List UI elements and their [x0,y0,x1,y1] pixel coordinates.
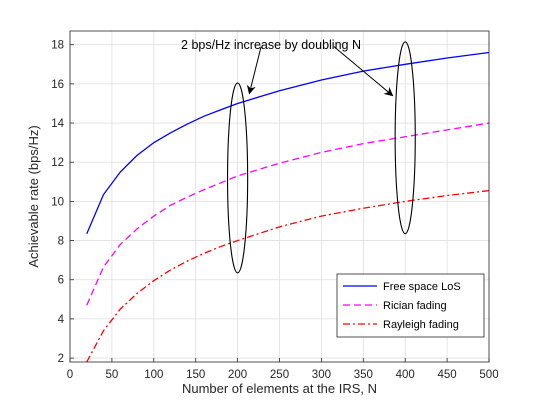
x-tick-label: 500 [479,369,498,381]
x-tick-label: 50 [106,369,119,381]
y-axis-label: Achievable rate (bps/Hz) [26,125,41,267]
x-tick-label: 100 [144,369,163,381]
y-tick-label: 12 [51,157,64,169]
annotation-layer: 2 bps/Hz increase by doubling N [181,38,416,274]
y-tick-label: 10 [51,196,64,208]
x-axis-label: Number of elements at the IRS, N [182,381,377,396]
y-tick-label: 18 [51,40,64,52]
y-tick-label: 14 [51,118,64,130]
y-tick-label: 16 [51,79,64,91]
legend-label-1: Rician fading [383,300,447,312]
y-tick-label: 6 [58,275,64,287]
series-line-0 [86,51,490,234]
x-tick-label: 450 [438,369,457,381]
x-tick-label: 300 [312,369,331,381]
y-tick-label: 4 [58,314,65,326]
series-layer [86,51,490,363]
y-tick-label: 2 [58,353,64,365]
annotation-ellipse-1 [394,41,416,235]
annotation-arrow-1 [333,46,394,97]
legend: Free space LoS Rician fading Rayleigh fadi… [336,273,485,338]
legend-box [336,273,485,338]
y-axis-ticks: 2 4 6 8 10 12 14 16 18 [51,40,74,365]
annotation-ellipse-0 [226,82,249,274]
annotation-text: 2 bps/Hz increase by doubling N [181,38,361,52]
y-tick-label: 8 [58,236,64,248]
series-line-1 [86,122,490,306]
annotation-arrow-0 [246,46,262,95]
legend-label-0: Free space LoS [383,281,461,293]
legend-label-2: Rayleigh fading [383,319,459,331]
x-tick-label: 250 [270,369,289,381]
x-tick-label: 150 [186,369,205,381]
x-tick-label: 200 [228,369,247,381]
x-axis-ticks: 0 50 100 150 200 250 300 350 400 450 500 [67,358,499,381]
x-tick-label: 0 [67,369,73,381]
x-tick-label: 350 [354,369,373,381]
series-line-2 [86,189,490,363]
x-tick-label: 400 [396,369,415,381]
